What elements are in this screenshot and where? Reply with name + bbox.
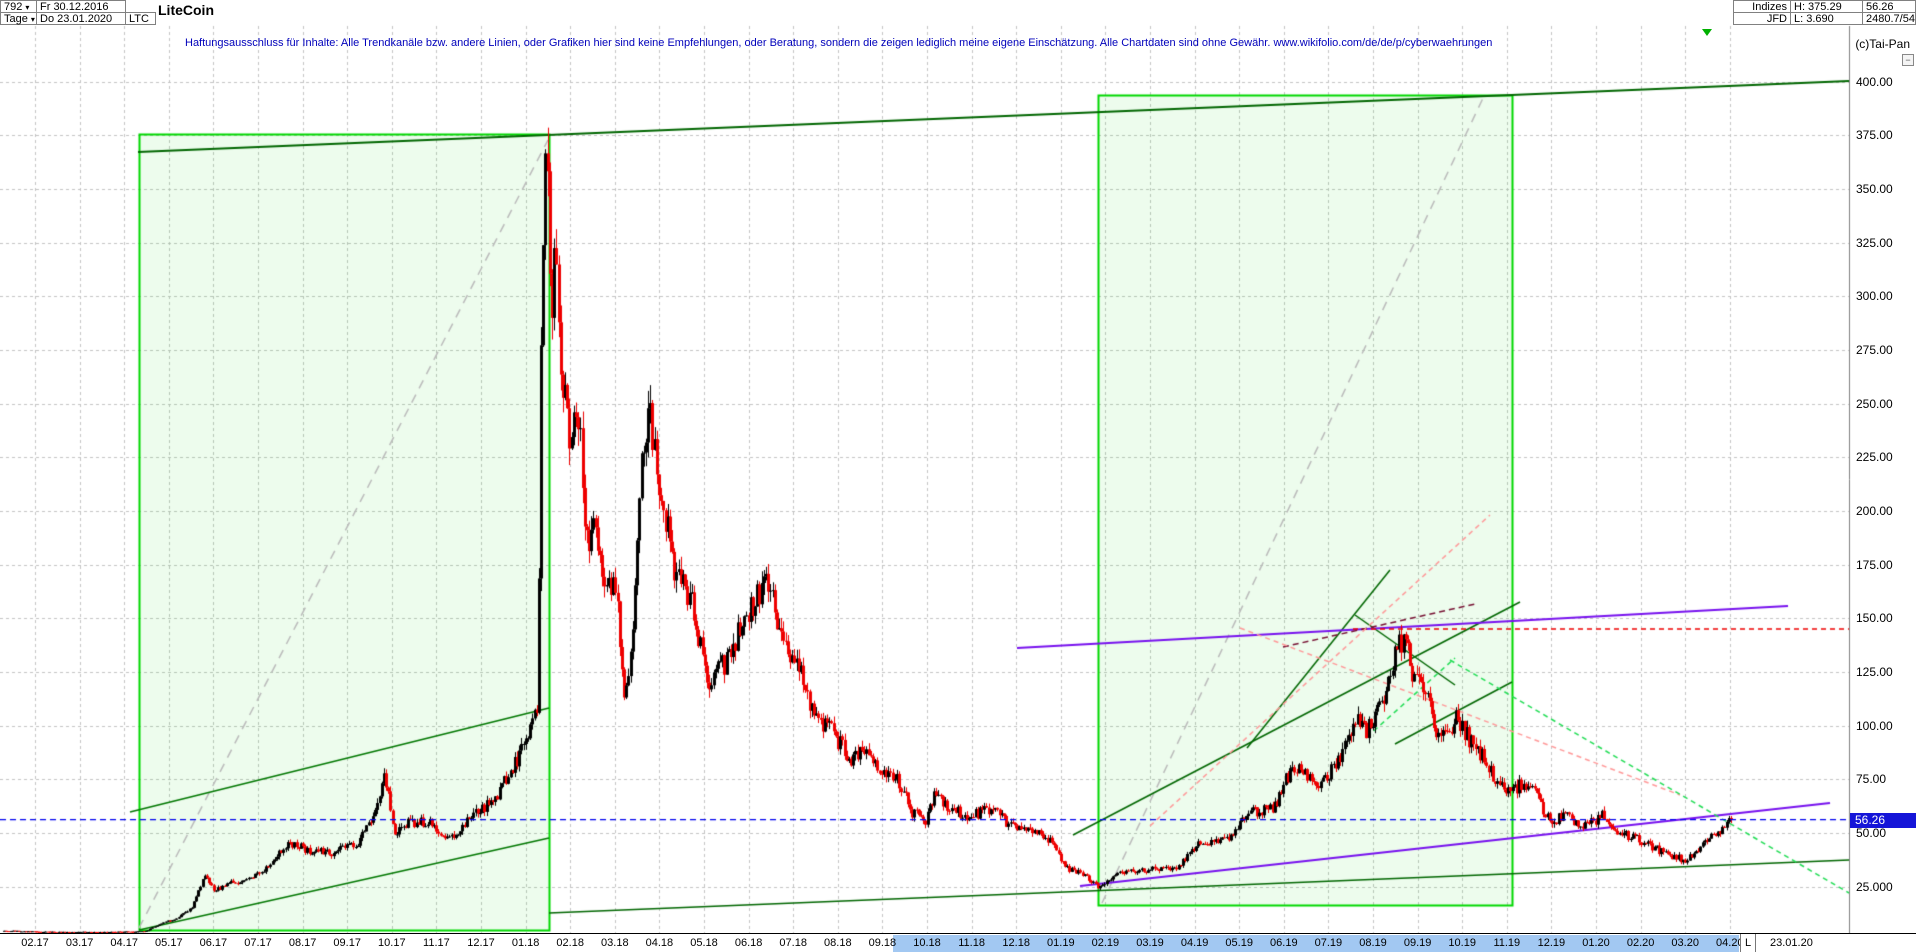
info-group: Indizes xyxy=(1733,0,1791,13)
price-axis-label: 50.00 xyxy=(1856,826,1887,840)
time-axis-label: 01.20 xyxy=(1582,937,1610,949)
price-axis-label: 250.00 xyxy=(1856,396,1893,411)
info-high: H: 375.29 xyxy=(1790,0,1863,13)
period-dropdown[interactable]: Tage ▾ xyxy=(0,12,37,25)
time-axis-label: 07.18 xyxy=(779,937,807,949)
time-axis-label: 09.18 xyxy=(868,937,897,949)
time-axis-label: 08.18 xyxy=(824,937,852,949)
time-axis-label: 03.19 xyxy=(1136,937,1164,949)
collapse-button[interactable]: − xyxy=(1902,54,1914,66)
time-axis-label: 04.18 xyxy=(645,937,674,949)
time-axis-label: 02.17 xyxy=(21,937,49,949)
time-axis-label: 01.18 xyxy=(511,937,540,949)
price-axis-label: 150.00 xyxy=(1856,611,1893,626)
time-axis-label: 08.19 xyxy=(1359,937,1387,949)
time-axis-highlight xyxy=(893,935,1739,952)
price-axis-label: 200.00 xyxy=(1856,503,1893,518)
time-axis-label: 06.19 xyxy=(1270,937,1298,949)
info-extra: 2480.7/54 xyxy=(1862,12,1916,25)
time-axis-label: 11.18 xyxy=(958,937,985,949)
time-axis-label: 11.19 xyxy=(1493,937,1521,949)
time-axis-label: 10.17 xyxy=(378,937,406,949)
info-low: L: 3.690 xyxy=(1790,12,1863,25)
price-axis-label: 375.00 xyxy=(1856,128,1893,143)
price-axis-label: 125.00 xyxy=(1856,664,1893,679)
time-axis-label: 08.17 xyxy=(288,937,317,949)
time-axis-label: 04.17 xyxy=(110,937,138,949)
price-axis-label: 100.00 xyxy=(1856,718,1893,733)
time-axis-label: 04.20 xyxy=(1716,937,1744,949)
time-axis-label: 03.17 xyxy=(65,937,94,949)
current-price-badge: 56.26 xyxy=(1850,812,1916,828)
price-axis-label: 175.00 xyxy=(1856,557,1893,572)
date-from-field[interactable]: Fr 30.12.2016 xyxy=(36,0,126,13)
chart-marker-icon xyxy=(1702,29,1712,36)
time-axis-label: 09.19 xyxy=(1403,937,1432,949)
chevron-down-icon: ▾ xyxy=(30,15,35,24)
price-axis-label: 25.000 xyxy=(1856,879,1893,894)
date-to-field[interactable]: Do 23.01.2020 xyxy=(36,12,126,25)
time-axis-label: 12.17 xyxy=(467,937,495,949)
time-axis-label: 12.18 xyxy=(1002,937,1030,949)
price-axis-label: 300.00 xyxy=(1856,289,1893,304)
symbol-field[interactable]: LTC xyxy=(125,12,156,25)
time-axis-label: 11.17 xyxy=(423,937,450,949)
price-axis-label: 75.00 xyxy=(1856,772,1887,787)
time-axis-label: 10.18 xyxy=(913,937,941,949)
time-axis-label: 09.17 xyxy=(333,937,361,949)
time-axis-label: 05.19 xyxy=(1225,937,1253,949)
price-axis-label: 400.00 xyxy=(1856,74,1893,89)
time-axis-label: 04.19 xyxy=(1180,937,1209,949)
instrument-title: LiteCoin xyxy=(158,2,214,18)
time-axis-label: 03.20 xyxy=(1671,937,1699,949)
copyright-label: (c)Tai-Pan xyxy=(1855,37,1910,51)
time-axis-l-cell: L xyxy=(1740,934,1757,952)
time-axis-label: 06.18 xyxy=(734,937,763,949)
price-axis-label: 325.00 xyxy=(1856,235,1893,250)
chevron-down-icon: ▾ xyxy=(25,3,30,12)
time-axis-label: 10.19 xyxy=(1448,937,1476,949)
time-axis-label: 02.20 xyxy=(1626,937,1655,949)
time-axis-label: 02.18 xyxy=(556,937,584,949)
time-axis-label: 05.18 xyxy=(690,937,718,949)
time-axis-label: 07.19 xyxy=(1314,937,1343,949)
price-axis-label: 275.00 xyxy=(1856,342,1893,357)
info-provider: JFD xyxy=(1733,12,1791,25)
time-axis-end-date: 23.01.20 xyxy=(1766,934,1817,952)
time-axis-label: 12.19 xyxy=(1537,937,1566,949)
time-axis-label: 05.17 xyxy=(155,937,183,949)
time-axis-label: 01.19 xyxy=(1047,937,1075,949)
time-axis-label: 06.17 xyxy=(199,937,228,949)
disclaimer-text: Haftungsausschluss für Inhalte: Alle Tre… xyxy=(185,37,1493,49)
price-axis-label: 225.00 xyxy=(1856,450,1893,465)
price-axis-label: 350.00 xyxy=(1856,181,1893,196)
time-axis-label: 03.18 xyxy=(601,937,629,949)
time-axis-label: 07.17 xyxy=(244,937,272,949)
time-axis-bar[interactable]: 02.17 03.17 04.17 05.17 06.17 07.17 08.17 09.17… xyxy=(0,933,1916,952)
time-axis-label: 02.19 xyxy=(1091,937,1120,949)
